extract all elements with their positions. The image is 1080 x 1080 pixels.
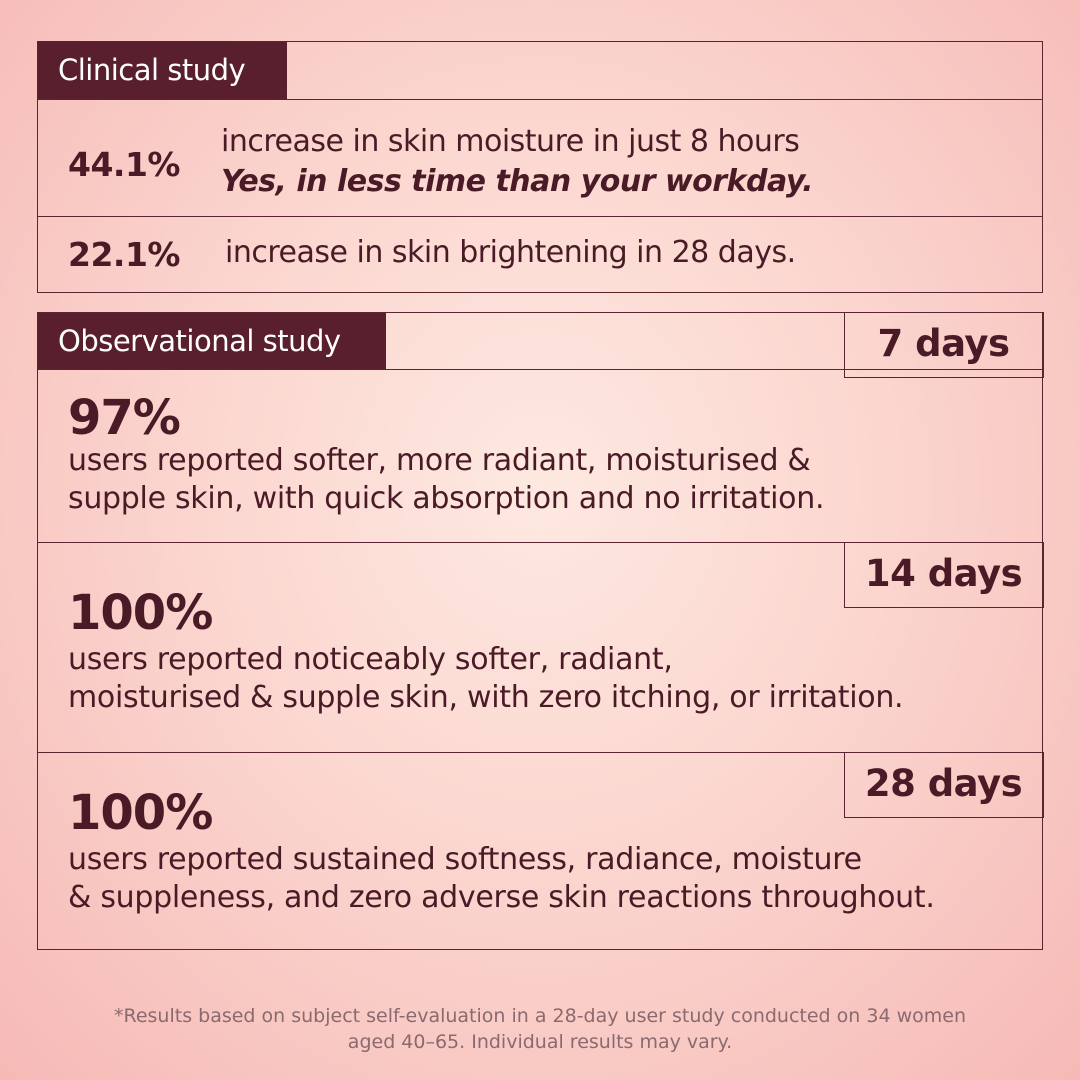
footnote-line-2: aged 40–65. Individual results may vary. [347,1031,733,1053]
result-line-2: moisturised & supple skin, with zero itc… [68,680,904,715]
footnote-line-1: *Results based on subject self-evaluatio… [113,1005,966,1027]
result-text-14-days: users reported noticeably softer, radian… [68,641,904,717]
days-badge-14: 14 days [843,541,1044,608]
result-text-7-days: users reported softer, more radiant, moi… [68,442,825,518]
clinical-row-brightening: 22.1% increase in skin brightening in 28… [38,216,1042,293]
result-percentage-14-days: 100% [68,585,213,641]
moisture-percentage: 44.1% [68,145,181,184]
moisture-text: increase in skin moisture in just 8 hour… [221,124,800,159]
result-line-1: users reported sustained softness, radia… [68,842,862,877]
brightening-percentage: 22.1% [68,235,181,274]
observational-study-tag: Observational study [38,313,386,369]
days-badge-28: 28 days [843,751,1044,818]
result-percentage-28-days: 100% [68,785,213,841]
days-badge-7: 7 days [843,311,1044,378]
clinical-study-tag: Clinical study [38,42,287,99]
observational-row-7-days: 97% users reported softer, more radiant,… [38,369,1042,542]
clinical-row-moisture: 44.1% increase in skin moisture in just … [38,99,1042,216]
brightening-text: increase in skin brightening in 28 days. [225,235,796,270]
footnote: *Results based on subject self-evaluatio… [60,1003,1020,1055]
result-line-1: users reported softer, more radiant, moi… [68,443,811,478]
result-line-1: users reported noticeably softer, radian… [68,642,673,677]
observational-study-panel: Observational study 7 days 97% users rep… [37,311,1044,950]
clinical-study-panel: Clinical study 44.1% increase in skin mo… [37,41,1043,293]
observational-row-28-days: 28 days 100% users reported sustained so… [38,751,1044,949]
moisture-description: increase in skin moisture in just 8 hour… [221,122,814,202]
result-text-28-days: users reported sustained softness, radia… [68,841,935,917]
result-line-2: & suppleness, and zero adverse skin reac… [68,880,935,915]
result-line-2: supple skin, with quick absorption and n… [68,481,825,516]
moisture-emphasis: Yes, in less time than your workday. [221,164,814,199]
observational-row-14-days: 14 days 100% users reported noticeably s… [38,541,1044,752]
result-percentage-7-days: 97% [68,390,181,446]
